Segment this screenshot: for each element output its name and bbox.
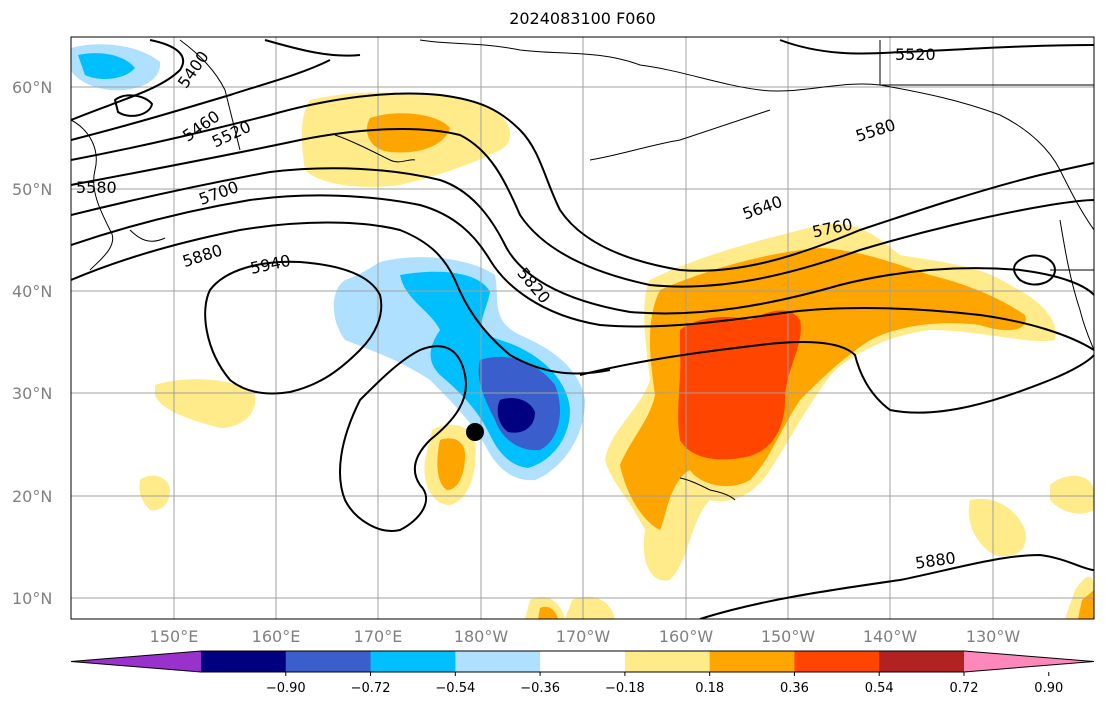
lat-label: 30°N <box>12 384 52 403</box>
coastlines <box>71 39 1094 501</box>
anomaly-shading <box>71 44 1094 619</box>
colorbar-bin <box>285 651 372 672</box>
lat-label: 40°N <box>12 282 52 301</box>
map-frame <box>70 36 1095 620</box>
colorbar-extend-max <box>964 651 1094 672</box>
colorbar-outline <box>70 650 1095 673</box>
lon-label: 130°W <box>966 627 1021 646</box>
colorbar-tick-label: 0.54 <box>865 681 894 696</box>
lat-label: 50°N <box>12 180 52 199</box>
lon-label: 160°W <box>659 627 714 646</box>
storm-center-dot <box>466 423 484 441</box>
colorbar-tick-label: 0.36 <box>780 681 809 696</box>
colorbar-bin <box>709 651 795 672</box>
lon-label: 180°W <box>454 627 509 646</box>
graticule <box>71 37 1094 619</box>
lat-label: 10°N <box>12 589 52 608</box>
contour-label: 5520 <box>895 45 936 64</box>
colorbar-tick-label: −0.72 <box>351 681 391 696</box>
colorbar: −0.90 −0.72 −0.54 −0.36 −0.18 0.18 0.36 0.54 0.7… <box>70 650 1095 696</box>
colorbar-tick-label: −0.90 <box>266 681 306 696</box>
lon-label: 160°E <box>252 627 301 646</box>
colorbar-bin <box>879 651 965 672</box>
lon-label: 170°W <box>556 627 611 646</box>
colorbar-bin <box>455 651 541 672</box>
colorbar-bin <box>370 651 456 672</box>
lat-label: 20°N <box>12 487 52 506</box>
height-contours <box>71 39 1094 619</box>
colorbar-bin <box>540 651 626 672</box>
colorbar-tick-label: −0.54 <box>435 681 475 696</box>
colorbar-bin <box>624 651 711 672</box>
lon-label: 150°W <box>761 627 816 646</box>
lon-label: 150°E <box>150 627 199 646</box>
colorbar-extend-min <box>71 651 201 672</box>
map-title: 2024083100 F060 <box>509 9 656 28</box>
lon-label: 170°E <box>354 627 403 646</box>
colorbar-tick-label: 0.18 <box>695 681 724 696</box>
latitude-labels: 60°N 50°N 40°N 30°N 20°N 10°N <box>12 78 52 608</box>
contour-label: 5580 <box>76 178 117 197</box>
colorbar-tick-label: 0.72 <box>950 681 979 696</box>
colorbar-tick-label: −0.36 <box>520 681 560 696</box>
colorbar-tick-label: −0.18 <box>605 681 645 696</box>
longitude-labels: 150°E 160°E 170°E 180°W 170°W 160°W 150°… <box>150 627 1021 646</box>
colorbar-bin <box>794 651 880 672</box>
lat-label: 60°N <box>12 78 52 97</box>
colorbar-bin <box>201 651 287 672</box>
colorbar-tick-label: 0.90 <box>1034 681 1063 696</box>
lon-label: 140°W <box>863 627 918 646</box>
